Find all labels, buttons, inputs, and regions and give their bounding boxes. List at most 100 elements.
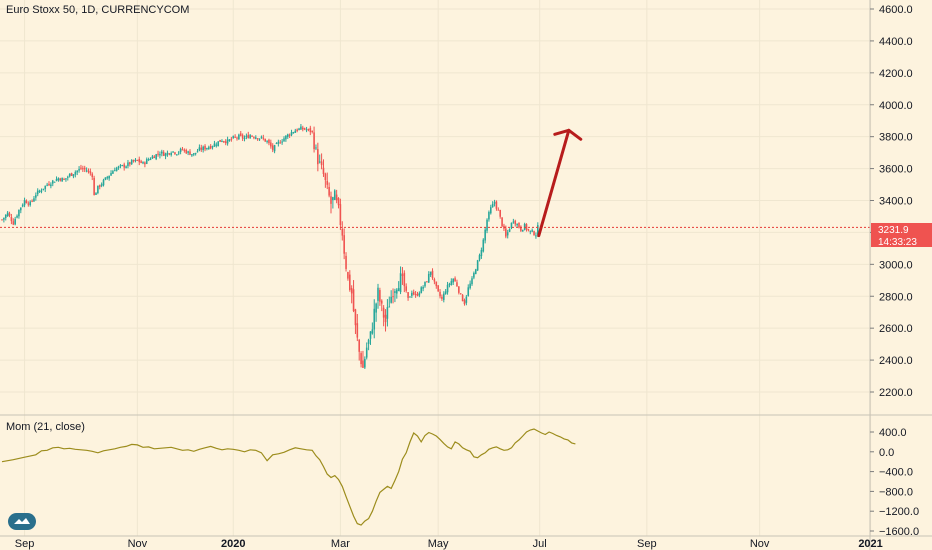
price-tick-label: 3400.0: [879, 196, 913, 208]
candle-body: [191, 154, 193, 156]
candle-body: [14, 218, 16, 225]
candle-body: [456, 282, 458, 287]
candle-body: [531, 230, 533, 232]
candle-body: [488, 211, 490, 220]
candle-body: [275, 143, 278, 145]
candle-body: [68, 173, 71, 177]
candle-body: [59, 178, 62, 181]
candle-body: [161, 151, 163, 154]
candle-body: [181, 149, 184, 151]
momentum-axis[interactable]: 400.0 0.0 −400.0 −800.0 −1200.0 −1600.0: [870, 427, 919, 538]
candle-body: [132, 159, 135, 162]
candle-body: [362, 360, 364, 368]
time-axis[interactable]: Sep Nov 2020 Mar May Jul Sep Nov 2021: [15, 538, 883, 550]
candle-body: [80, 167, 82, 169]
candle-body: [200, 147, 203, 150]
candle-body: [256, 138, 259, 140]
candle-body: [211, 146, 214, 148]
candle-body: [121, 165, 124, 167]
candle-body: [102, 179, 105, 186]
candle-body: [114, 170, 116, 172]
candle-body: [72, 174, 75, 177]
candle-body: [382, 307, 385, 318]
candle-body: [168, 153, 171, 155]
candle-body: [97, 185, 99, 194]
candle-body: [271, 145, 274, 150]
candle-body: [270, 142, 272, 147]
candle-body: [371, 329, 374, 334]
price-tick-label: 2200.0: [879, 387, 913, 399]
price-axis[interactable]: 4600.0 4400.0 4200.0 4000.0 3800.0 3600.0 3400…: [870, 4, 913, 399]
tradingview-logo-icon[interactable]: [8, 513, 36, 530]
candle-body: [255, 137, 257, 139]
candle-body: [209, 146, 212, 149]
candle-body: [119, 165, 122, 167]
candle-body: [520, 226, 522, 231]
candle-body: [217, 141, 219, 147]
candle-body: [433, 279, 436, 282]
candle-body: [439, 291, 441, 297]
candle-body: [208, 147, 210, 150]
candle-body: [352, 289, 355, 311]
candle-body: [375, 303, 377, 313]
candle-body: [444, 291, 447, 294]
candle-body: [149, 159, 152, 161]
candle-body: [273, 145, 276, 152]
candle-body: [162, 152, 165, 156]
candle-body: [130, 160, 133, 164]
candle-body: [129, 162, 131, 165]
candle-body: [27, 203, 30, 205]
candle-body: [187, 151, 189, 153]
candle-body: [16, 215, 18, 218]
candle-body: [170, 153, 172, 155]
candle-body: [490, 207, 492, 214]
candle-body: [350, 288, 353, 294]
candle-body: [35, 195, 37, 198]
candle-body: [505, 228, 507, 237]
candle-body: [335, 194, 338, 201]
candle-body: [318, 161, 321, 163]
candle-body: [403, 272, 406, 287]
candle-body: [247, 134, 250, 139]
candle-body: [330, 196, 332, 204]
candle-body: [461, 294, 464, 302]
candle-body: [465, 296, 468, 303]
candle-body: [333, 190, 336, 200]
candle-body: [345, 255, 347, 269]
candle-body: [138, 158, 141, 163]
candle-body: [379, 290, 381, 302]
candle-body: [202, 146, 204, 151]
time-tick-label: Nov: [750, 538, 770, 550]
candle-body: [6, 212, 9, 217]
candle-body: [18, 209, 20, 217]
candle-body: [533, 231, 535, 236]
candle-body: [117, 166, 120, 168]
candle-body: [61, 177, 63, 182]
candle-body: [21, 204, 24, 207]
candle-body: [159, 154, 161, 156]
momentum-tick-label: −1200.0: [879, 506, 919, 518]
candle-body: [313, 132, 315, 150]
candle-body: [300, 126, 302, 130]
price-tick-label: 4400.0: [879, 36, 913, 48]
candle-body: [177, 152, 180, 154]
candle-body: [230, 138, 233, 140]
candle-body: [155, 154, 157, 160]
price-tick-label: 2800.0: [879, 291, 913, 303]
candle-body: [443, 293, 445, 300]
candle-body: [326, 180, 329, 185]
candle-body: [87, 170, 90, 172]
candle-body: [495, 201, 498, 209]
candle-body: [53, 181, 56, 183]
candle-body: [25, 200, 28, 204]
price-tick-label: 3800.0: [879, 132, 913, 144]
candle-body: [31, 200, 33, 202]
candle-body: [377, 287, 379, 301]
candle-body: [228, 139, 231, 141]
price-tick-label: 4600.0: [879, 4, 913, 16]
candle-body: [480, 250, 483, 257]
candle-body: [499, 209, 501, 217]
candle-body: [503, 225, 505, 229]
candle-body: [123, 164, 125, 168]
